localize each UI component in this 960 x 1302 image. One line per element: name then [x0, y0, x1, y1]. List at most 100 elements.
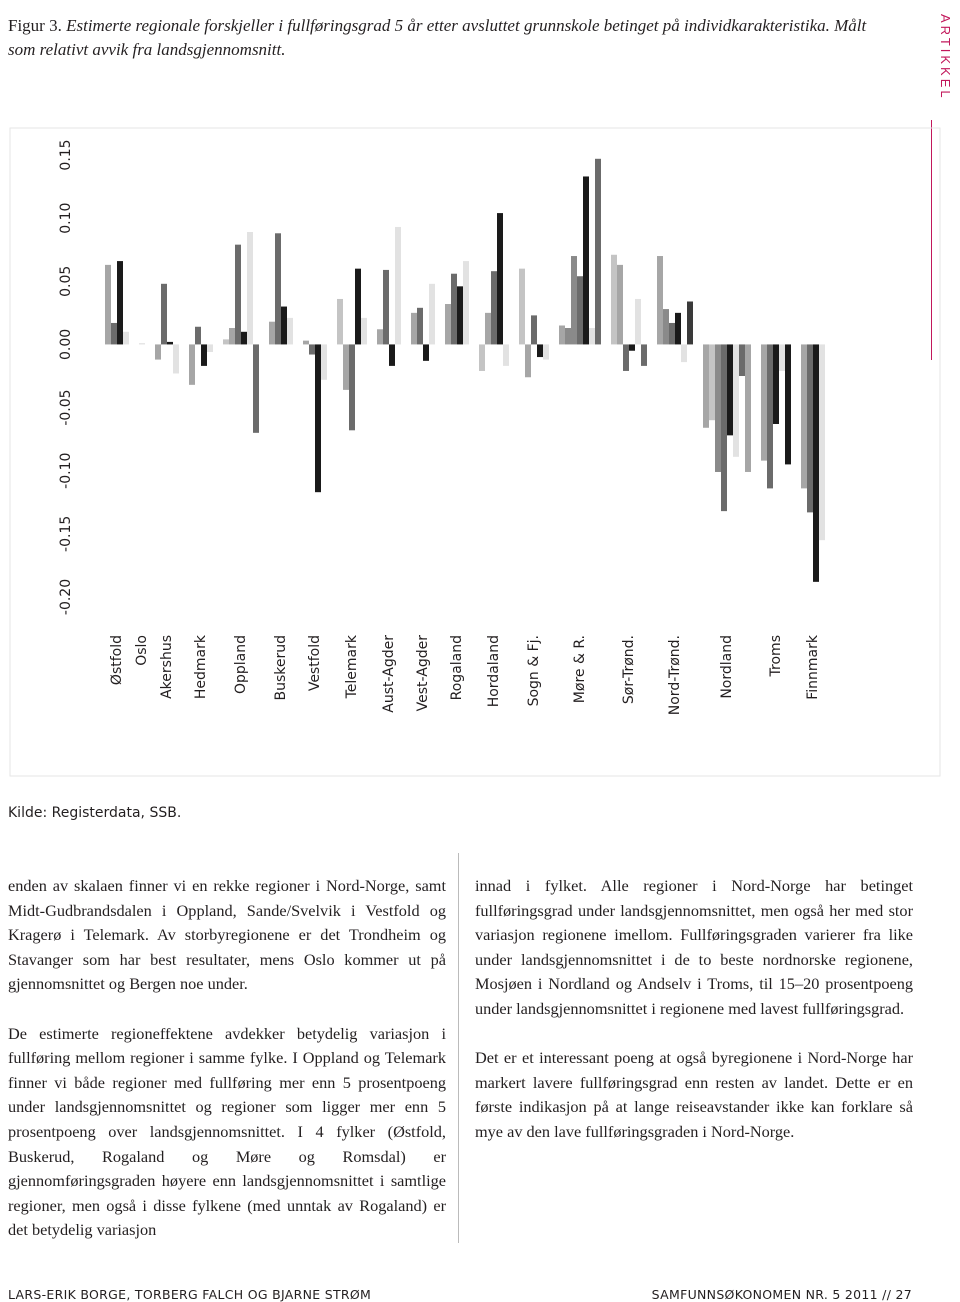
bar: [709, 344, 715, 421]
paragraph: De estimerte regioneffektene avdekker be…: [8, 1023, 446, 1240]
x-tick-label: Oslo: [134, 635, 150, 666]
bar: [681, 344, 687, 363]
x-tick-label: Østfold: [109, 635, 125, 685]
bar: [139, 343, 145, 345]
bar: [479, 344, 485, 371]
bar: [767, 344, 773, 489]
bar: [417, 307, 423, 345]
x-tick-label: Buskerud: [273, 635, 289, 701]
x-tick-label: Aust-Agder: [381, 635, 397, 713]
bar: [411, 312, 417, 345]
bar: [761, 344, 767, 461]
bar: [309, 344, 315, 355]
bar: [253, 344, 259, 433]
bar: [303, 340, 309, 345]
y-tick-label: 0.15: [58, 139, 74, 170]
bar: [635, 298, 641, 345]
bar: [223, 339, 229, 345]
bar: [457, 286, 463, 345]
paragraph: innad i fylket. Alle regioner i Nord-Nor…: [475, 876, 913, 1018]
x-tick-label: Telemark: [344, 634, 360, 699]
bar: [497, 213, 503, 345]
bar: [727, 344, 733, 436]
bar: [275, 233, 281, 345]
bar: [733, 344, 739, 457]
bar: [657, 256, 663, 345]
footer-authors: LARS-ERIK BORGE, TORBERG FALCH OG BJARNE…: [8, 1287, 372, 1302]
bar: [663, 309, 669, 345]
x-tick-label: Sør-Trønd.: [621, 635, 637, 704]
bar: [519, 268, 525, 345]
bar: [155, 344, 161, 360]
bar: [123, 331, 129, 345]
bar: [721, 344, 727, 512]
bar: [207, 344, 213, 353]
bar: [779, 344, 785, 371]
bar: [525, 344, 531, 378]
x-tick-label: Hedmark: [193, 634, 209, 699]
bar: [429, 283, 435, 345]
bar: [807, 344, 813, 513]
y-tick-label: 0.05: [58, 266, 74, 297]
bar: [269, 321, 275, 345]
bar: [813, 344, 819, 582]
x-tick-label: Møre & R.: [572, 635, 588, 703]
bar: [241, 331, 247, 345]
bar: [105, 264, 111, 345]
bar: [337, 298, 343, 345]
left-column: enden av skalaen finner vi en rekke regi…: [8, 874, 446, 1268]
bar: [229, 328, 235, 345]
bar: [195, 326, 201, 345]
y-tick-label: -0.05: [58, 389, 74, 425]
y-tick-label: -0.20: [58, 579, 74, 615]
bar: [161, 283, 167, 345]
bar: [641, 344, 647, 366]
chart: -0.20 -0.15 -0.10 -0.05 0.00 0.05 0.10 0.15 Østf…: [9, 127, 941, 777]
bar: [361, 317, 367, 345]
bar: [281, 306, 287, 345]
bar: [343, 344, 349, 390]
y-tick-label: 0.00: [58, 329, 74, 360]
bar: [571, 256, 577, 345]
bar: [503, 344, 509, 366]
bar: [537, 344, 543, 358]
bar: [669, 322, 675, 345]
bar: [801, 344, 807, 489]
bar: [629, 344, 635, 351]
caption-text: Estimerte regionale forskjeller i fullfø…: [8, 16, 867, 59]
y-tick-label: 0.10: [58, 203, 74, 234]
chart-frame: [9, 127, 941, 777]
bar: [173, 344, 179, 374]
bar: [565, 328, 571, 345]
x-tick-label: Vest-Agder: [415, 635, 431, 712]
bar: [595, 158, 601, 345]
y-tick-label: -0.10: [58, 453, 74, 489]
bar: [201, 344, 207, 366]
x-tick-label: Rogaland: [449, 635, 465, 700]
bar: [389, 344, 395, 366]
bar: [543, 344, 549, 360]
x-tick-label: Nordland: [719, 635, 735, 699]
footer-journal: SAMFUNNSØKONOMEN NR. 5 2011 // 27: [651, 1287, 912, 1302]
bar: [247, 232, 253, 345]
bar: [785, 344, 791, 465]
bar: [715, 344, 721, 472]
x-tick-label: Troms: [768, 635, 784, 677]
x-tick-label: Oppland: [233, 635, 249, 694]
bar: [321, 344, 327, 380]
bar: [773, 344, 779, 424]
bar: [423, 344, 429, 361]
bar: [167, 341, 173, 345]
sidebar-line: [931, 120, 932, 360]
bar: [395, 226, 401, 345]
bar: [617, 264, 623, 345]
paragraph: enden av skalaen finner vi en rekke regi…: [8, 876, 446, 994]
x-tick-label: Finnmark: [805, 634, 821, 700]
x-tick-label: Sogn & Fj.: [526, 635, 542, 706]
x-tick-label: Nord-Trønd.: [667, 635, 683, 715]
bar: [491, 271, 497, 345]
y-tick-label: -0.15: [58, 516, 74, 552]
bar: [703, 344, 709, 428]
bar: [189, 344, 195, 385]
bar: [687, 301, 693, 345]
